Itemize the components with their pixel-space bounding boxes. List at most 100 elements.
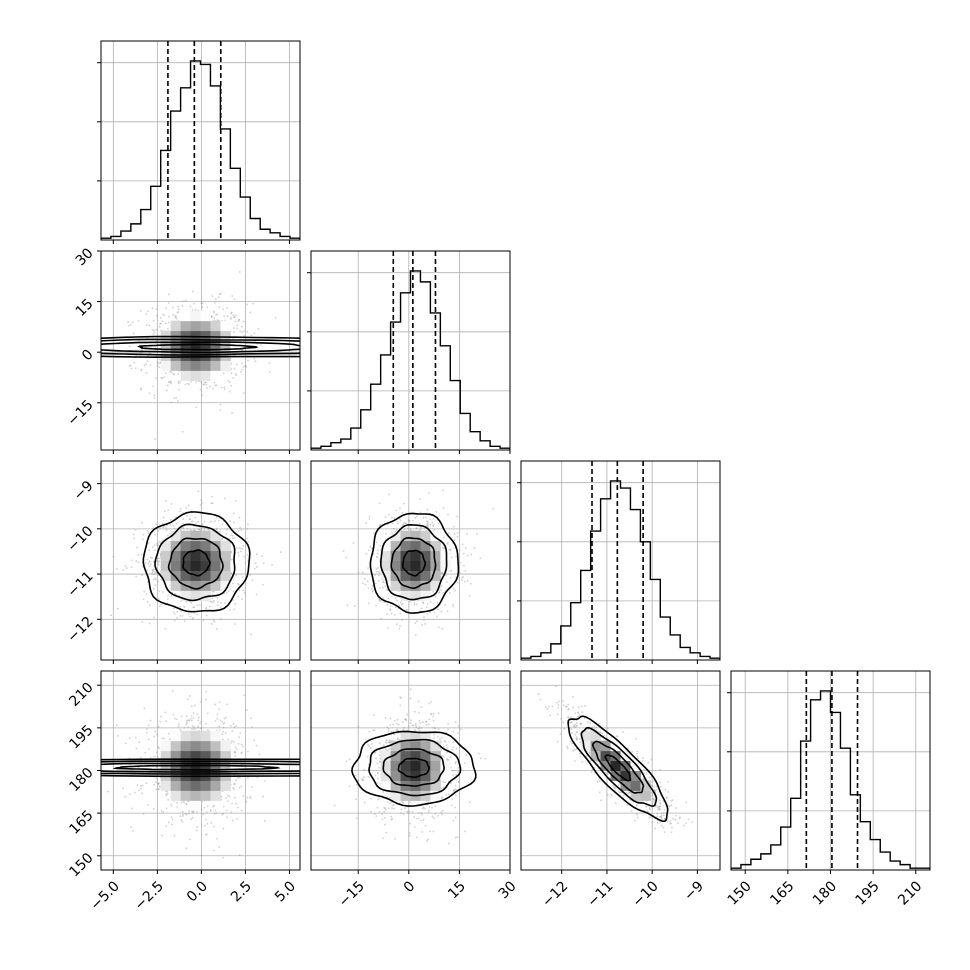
hist-bar — [791, 798, 801, 870]
hist-bar — [470, 432, 480, 450]
hist-bar — [660, 617, 670, 660]
y-tick-label: 150 — [66, 850, 96, 880]
x-tick-label: 30 — [496, 878, 520, 902]
x-tick-label: −15 — [336, 878, 368, 910]
hist-bar — [331, 443, 341, 450]
hist-bar — [480, 441, 490, 450]
density-panel-1-0: −15 0 15 30 — [64, 245, 301, 454]
hist-panel-0 — [97, 40, 301, 244]
hist-bar — [201, 64, 211, 240]
y-tick-label: −10 — [64, 523, 96, 555]
hist-bar — [270, 233, 280, 240]
x-tick-label: 150 — [725, 878, 755, 908]
hist-bar — [741, 865, 751, 870]
y-tick-label: 165 — [66, 807, 96, 837]
y-tick-label: 30 — [73, 245, 97, 269]
hist-bar — [460, 413, 470, 450]
x-tick-label: 0.0 — [184, 878, 211, 905]
y-tick-label: 210 — [66, 680, 96, 710]
hist-bar — [821, 691, 831, 870]
contour-line — [369, 512, 460, 614]
hist-bar — [351, 428, 361, 450]
density-panel-2-0: −12 −11 −10 −9 — [64, 460, 301, 664]
x-tick-label: 210 — [895, 878, 925, 908]
hist-bar — [601, 499, 611, 660]
x-tick-label: 2.5 — [228, 878, 255, 905]
hist-bar — [260, 229, 270, 240]
hist-bar — [870, 840, 880, 870]
x-tick-label: 15 — [445, 878, 469, 902]
y-tick-label: −12 — [64, 614, 96, 646]
panel-frame — [100, 460, 301, 661]
hist-bar — [840, 748, 850, 870]
hist-bar — [561, 626, 571, 660]
hist-bar — [171, 111, 181, 240]
hist-bar — [151, 186, 161, 240]
contour-line — [101, 338, 300, 356]
hist-bar — [630, 510, 640, 660]
contour-line — [402, 549, 426, 577]
panel-frame — [730, 670, 931, 871]
y-tick-label: 0 — [79, 347, 97, 365]
hist-bar — [220, 129, 230, 240]
panel-frame — [520, 460, 721, 661]
density-cells — [380, 730, 451, 811]
y-tick-label: 195 — [66, 722, 96, 752]
contour-line — [182, 549, 211, 577]
density-cells — [160, 530, 241, 601]
hist-bar — [621, 488, 631, 660]
hist-bar — [420, 282, 430, 450]
hist-bar — [131, 224, 141, 240]
contour-line — [137, 343, 259, 351]
contour-line — [142, 511, 251, 613]
hist-panel-1 — [307, 250, 511, 454]
contour-line — [112, 764, 281, 771]
y-tick-label: −15 — [64, 397, 96, 429]
contour-line — [580, 726, 658, 807]
contour-line — [154, 523, 236, 602]
contour-line — [390, 536, 437, 590]
contour-line — [382, 748, 445, 787]
y-tick-label: 180 — [66, 765, 96, 795]
hist-bar — [381, 355, 391, 450]
hist-bar — [371, 384, 381, 450]
panel-frame — [100, 670, 301, 871]
hist-panel-3: 150 165 180 195 210 — [725, 670, 931, 909]
hist-bar — [551, 644, 561, 660]
hist-bar — [411, 271, 421, 450]
hist-bar — [761, 854, 771, 870]
contour-line — [101, 341, 300, 354]
hist-bar — [391, 322, 401, 450]
contour-line — [567, 715, 669, 822]
hist-bar — [141, 210, 151, 240]
x-tick-label: −2.5 — [132, 878, 167, 913]
density-cells — [160, 730, 241, 811]
contour-line — [591, 740, 645, 794]
hist-bar — [890, 861, 900, 870]
density-panel-3-1: −15 0 15 30 — [310, 670, 520, 911]
histogram-3 — [731, 690, 930, 870]
hist-bar — [161, 150, 171, 240]
y-tick-label: 15 — [73, 296, 97, 320]
x-tick-label: −11 — [584, 878, 616, 910]
hist-bar — [440, 346, 450, 450]
hist-bar — [850, 795, 860, 870]
hist-bar — [900, 865, 910, 870]
hist-bar — [541, 653, 551, 660]
histogram-0 — [101, 60, 300, 240]
histogram-1 — [311, 270, 510, 450]
histogram-2 — [521, 480, 720, 660]
hist-bar — [581, 570, 591, 660]
panel-frame — [520, 670, 721, 871]
contour-line — [397, 757, 430, 778]
density-panel-2-1 — [310, 460, 511, 664]
panel-frame — [310, 250, 511, 451]
hist-bar — [860, 822, 870, 870]
hist-bar — [611, 481, 621, 660]
hist-bar — [341, 439, 351, 450]
panel-frame — [100, 250, 301, 451]
x-tick-label: −5.0 — [88, 878, 123, 913]
x-tick-label: 5.0 — [272, 878, 299, 905]
x-tick-label: 180 — [810, 878, 840, 908]
hist-bar — [361, 410, 371, 450]
